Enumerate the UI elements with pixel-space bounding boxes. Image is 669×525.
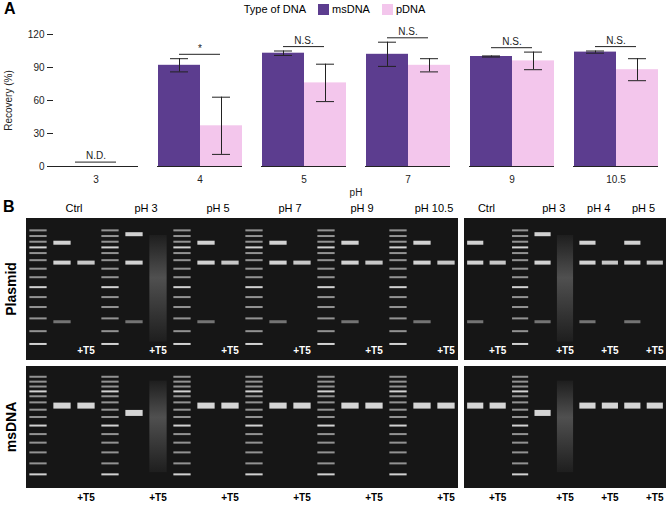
svg-text:Plasmid: Plasmid xyxy=(3,262,19,316)
html-text:msDNA: msDNA xyxy=(332,3,370,15)
svg-text:*: * xyxy=(198,43,202,54)
svg-text:+T5: +T5 xyxy=(221,492,239,503)
svg-text:+T5: +T5 xyxy=(646,492,664,503)
svg-text:7: 7 xyxy=(405,174,411,185)
svg-text:+T5: +T5 xyxy=(556,345,574,356)
svg-text:N.S.: N.S. xyxy=(294,35,313,46)
html-text:A: A xyxy=(4,0,16,17)
svg-text:9: 9 xyxy=(509,174,515,185)
svg-text:60: 60 xyxy=(33,95,45,106)
svg-text:N.S.: N.S. xyxy=(398,26,417,37)
svg-text:+T5: +T5 xyxy=(489,492,507,503)
svg-text:+T5: +T5 xyxy=(365,345,383,356)
svg-text:+T5: +T5 xyxy=(489,345,507,356)
svg-text:+T5: +T5 xyxy=(601,345,619,356)
svg-text:pH 9: pH 9 xyxy=(350,202,373,214)
html-text:Type of DNA: Type of DNA xyxy=(243,3,307,15)
svg-text:pH 10.5: pH 10.5 xyxy=(415,202,454,214)
svg-text:10.5: 10.5 xyxy=(606,174,626,185)
svg-text:3: 3 xyxy=(93,174,99,185)
svg-text:pH 4: pH 4 xyxy=(587,202,610,214)
svg-text:Ctrl: Ctrl xyxy=(65,202,82,214)
svg-text:N.S.: N.S. xyxy=(502,36,521,47)
svg-text:+T5: +T5 xyxy=(556,492,574,503)
svg-text:+T5: +T5 xyxy=(646,345,664,356)
svg-text:+T5: +T5 xyxy=(149,492,167,503)
svg-text:90: 90 xyxy=(33,62,45,73)
svg-text:+T5: +T5 xyxy=(77,492,95,503)
svg-text:+T5: +T5 xyxy=(293,492,311,503)
svg-text:pH: pH xyxy=(350,187,363,198)
svg-text:B: B xyxy=(3,198,15,215)
svg-text:N.S.: N.S. xyxy=(606,35,625,46)
svg-text:+T5: +T5 xyxy=(601,492,619,503)
svg-text:msDNA: msDNA xyxy=(3,402,19,453)
svg-text:Ctrl: Ctrl xyxy=(478,202,495,214)
svg-text:+T5: +T5 xyxy=(437,345,455,356)
svg-text:+T5: +T5 xyxy=(77,345,95,356)
svg-text:pH 5: pH 5 xyxy=(632,202,655,214)
svg-text:0: 0 xyxy=(39,161,45,172)
svg-text:pH 7: pH 7 xyxy=(278,202,301,214)
svg-text:5: 5 xyxy=(301,174,307,185)
html-text:pDNA: pDNA xyxy=(396,3,426,15)
svg-text:30: 30 xyxy=(33,128,45,139)
svg-text:+T5: +T5 xyxy=(437,492,455,503)
svg-text:4: 4 xyxy=(197,174,203,185)
svg-text:pH 3: pH 3 xyxy=(134,202,157,214)
svg-text:N.D.: N.D. xyxy=(86,150,106,161)
svg-text:pH 3: pH 3 xyxy=(542,202,565,214)
svg-text:120: 120 xyxy=(28,29,45,40)
svg-text:+T5: +T5 xyxy=(293,345,311,356)
svg-text:+T5: +T5 xyxy=(221,345,239,356)
svg-text:+T5: +T5 xyxy=(365,492,383,503)
svg-text:+T5: +T5 xyxy=(149,345,167,356)
svg-text:Recovery (%): Recovery (%) xyxy=(3,70,14,131)
svg-text:pH 5: pH 5 xyxy=(206,202,229,214)
